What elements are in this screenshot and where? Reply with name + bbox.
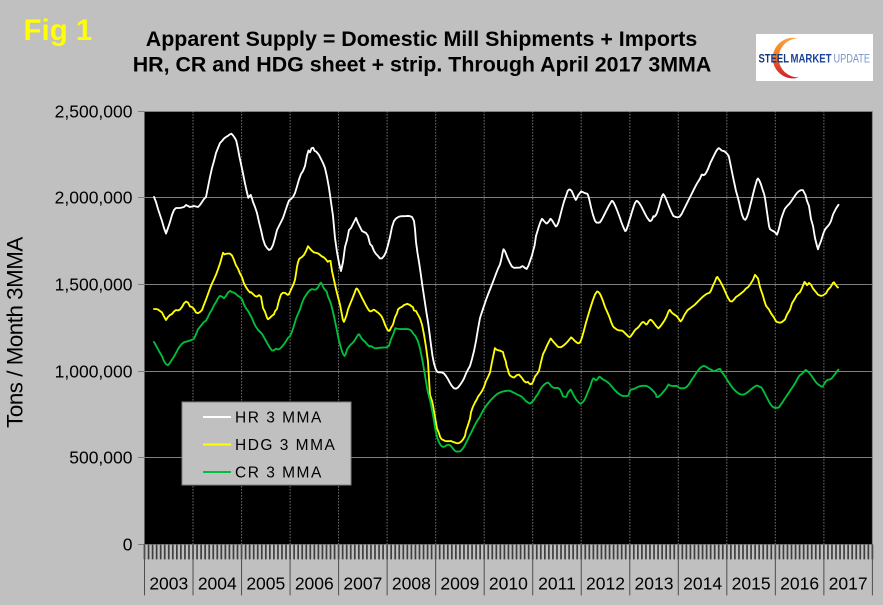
svg-text:2,000,000: 2,000,000	[55, 188, 133, 208]
svg-text:2005: 2005	[246, 574, 285, 594]
svg-text:500,000: 500,000	[69, 448, 133, 468]
svg-text:2004: 2004	[198, 574, 237, 594]
svg-text:2010: 2010	[489, 574, 528, 594]
svg-text:CR 3 MMA: CR 3 MMA	[235, 465, 323, 482]
svg-text:UPDATE: UPDATE	[834, 52, 871, 66]
svg-text:HR, CR and HDG sheet + strip.: HR, CR and HDG sheet + strip. Through Ap…	[133, 53, 712, 77]
svg-text:2006: 2006	[295, 574, 334, 594]
svg-text:2007: 2007	[343, 574, 382, 594]
svg-text:2016: 2016	[780, 574, 819, 594]
svg-text:0: 0	[123, 535, 133, 555]
svg-text:1,500,000: 1,500,000	[55, 275, 133, 295]
svg-text:2014: 2014	[683, 574, 722, 594]
svg-text:MARKET: MARKET	[791, 52, 833, 66]
svg-text:2008: 2008	[392, 574, 431, 594]
svg-text:STEEL: STEEL	[759, 52, 790, 66]
svg-text:2013: 2013	[635, 574, 674, 594]
svg-text:2011: 2011	[538, 574, 576, 594]
svg-text:1,000,000: 1,000,000	[55, 362, 133, 382]
svg-text:2015: 2015	[732, 574, 771, 594]
svg-text:Tons / Month 3MMA: Tons / Month 3MMA	[3, 237, 28, 428]
svg-text:2,500,000: 2,500,000	[55, 102, 133, 122]
svg-text:2003: 2003	[149, 574, 188, 594]
svg-text:2012: 2012	[586, 574, 625, 594]
svg-text:2009: 2009	[440, 574, 479, 594]
svg-text:Apparent Supply = Domestic Mil: Apparent Supply = Domestic Mill Shipment…	[146, 27, 698, 51]
svg-text:HDG 3 MMA: HDG 3 MMA	[235, 437, 336, 454]
svg-text:HR 3 MMA: HR 3 MMA	[235, 410, 323, 427]
svg-text:Fig 1: Fig 1	[24, 14, 93, 47]
svg-text:2017: 2017	[829, 574, 868, 594]
